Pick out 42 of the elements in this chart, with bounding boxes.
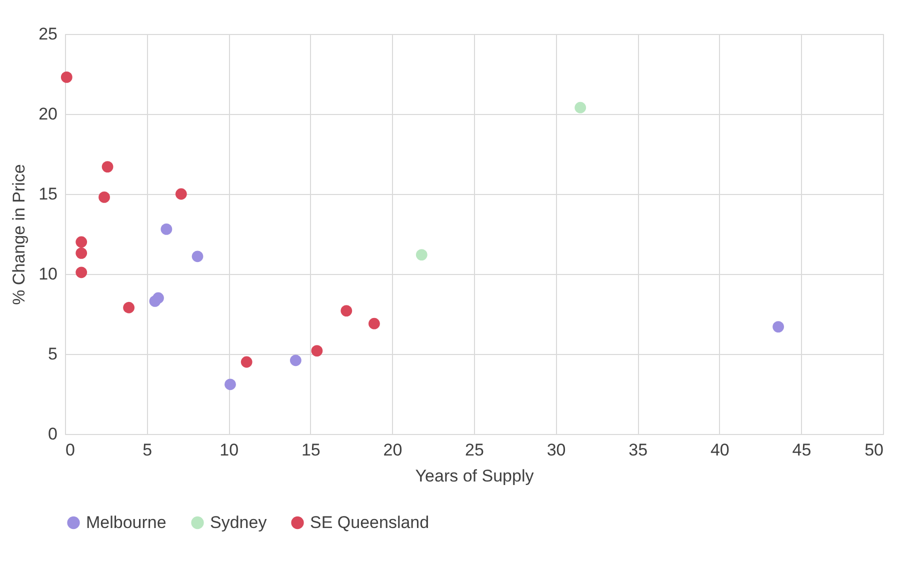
point [160,224,172,235]
point [192,250,204,262]
y-tick-label: 25 [38,24,58,44]
x-axis-title: Years of Supply [415,466,534,486]
point [224,378,236,390]
x-tick-label: 25 [465,440,484,460]
x-tick-label: 0 [66,440,75,460]
point [340,305,352,316]
point [102,161,114,172]
y-tick-label: 5 [48,344,58,364]
y-tick-label: 0 [48,424,58,444]
point [290,354,302,366]
x-tick-label: 15 [301,440,320,460]
y-tick-label: 10 [38,264,58,284]
x-tick-label: 10 [220,440,239,460]
point [772,321,784,332]
y-axis-title: % Change in Price [10,164,29,305]
x-tick-label: 45 [792,440,812,460]
x-tick-label: 20 [383,440,402,460]
x-tick-label: 40 [710,440,730,460]
point [368,318,380,330]
legend-label: Melbourne [86,512,166,532]
x-tick-label: 50 [864,440,884,460]
point [60,72,72,83]
point [76,266,88,278]
point [311,345,323,356]
point [574,102,586,114]
point [76,236,88,248]
point [76,248,88,259]
x-tick-label: 30 [546,440,566,460]
point [416,249,428,260]
legend-label: Sydney [210,512,268,532]
y-tick-label: 15 [38,184,58,204]
legend-label: SE Queensland [310,512,430,532]
point [240,356,252,368]
point [123,302,135,314]
point [175,188,187,200]
x-tick-label: 5 [142,440,152,460]
x-tick-label: 35 [628,440,648,460]
point [152,292,164,304]
point [98,192,110,203]
y-tick-label: 20 [38,104,58,124]
